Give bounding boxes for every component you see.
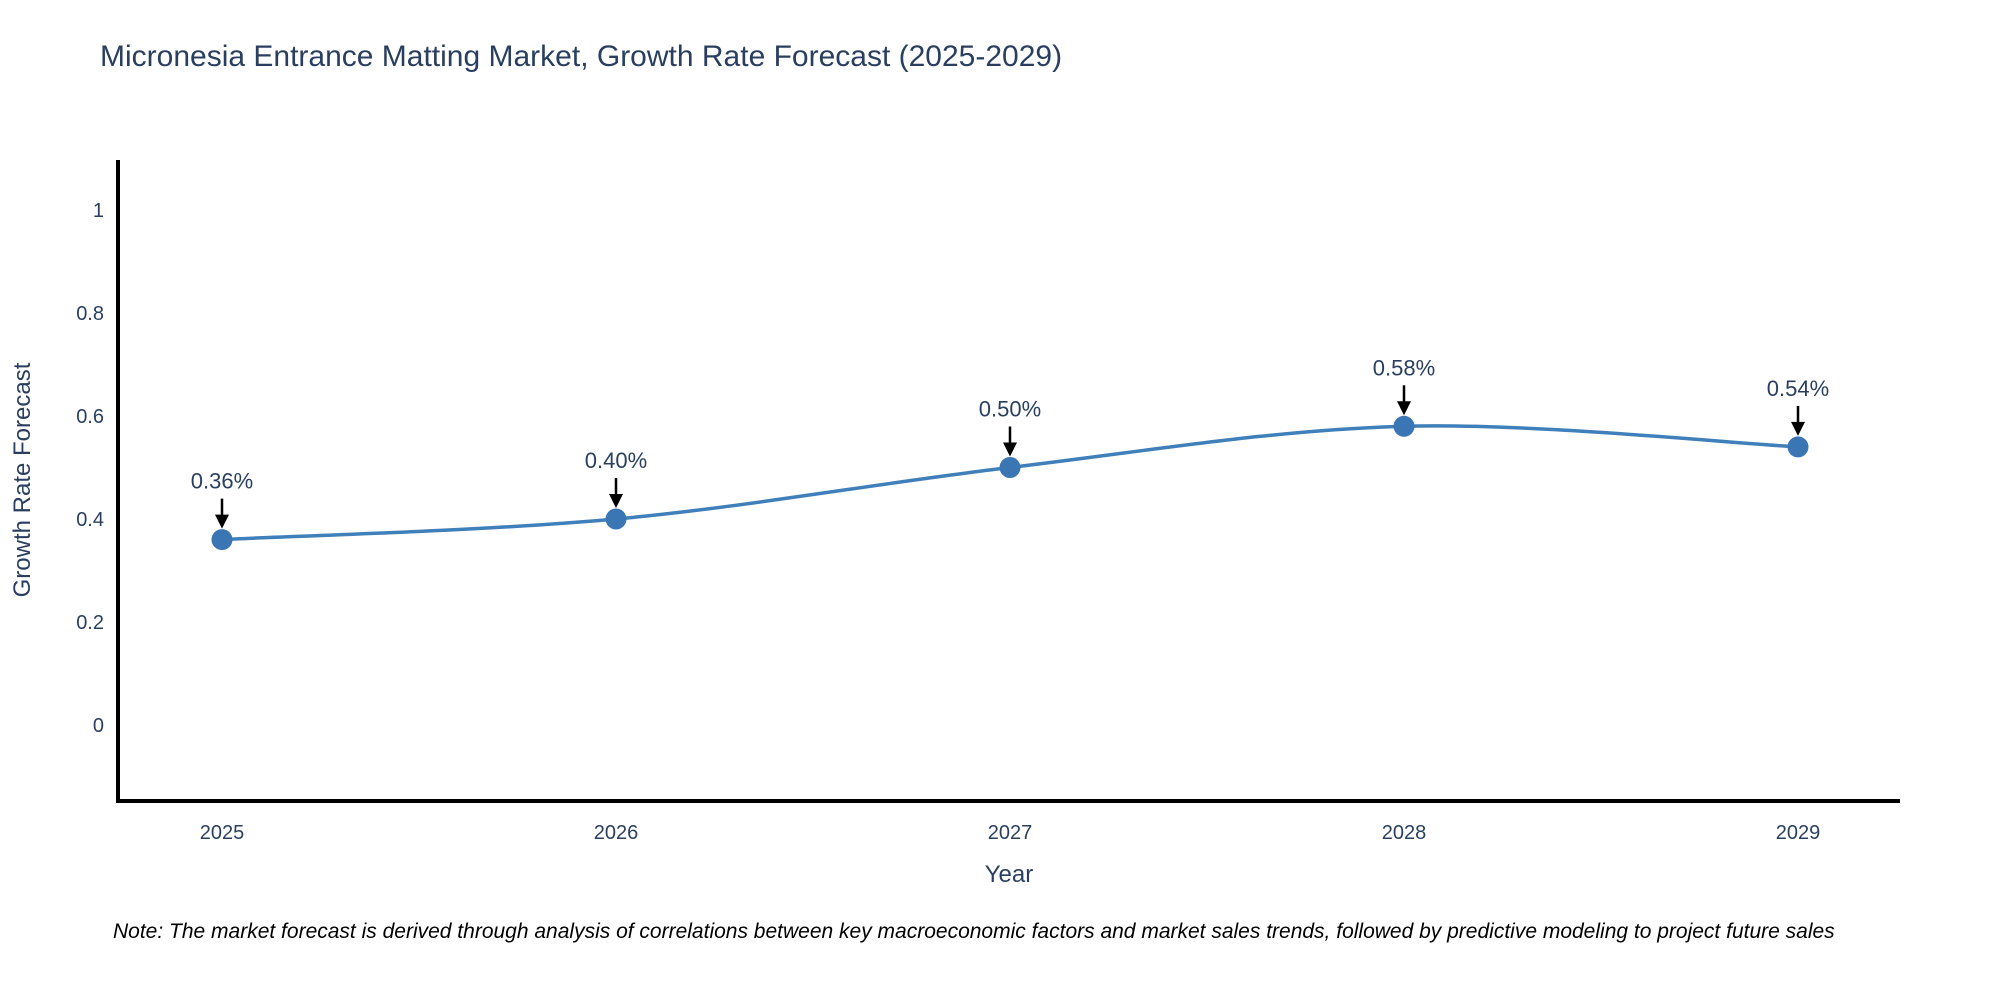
x-axis-title: Year (985, 861, 1034, 888)
data-point-annotation: 0.54% (1767, 376, 1829, 436)
data-point-annotation: 0.58% (1373, 355, 1435, 416)
y-tick-label: 0.2 (76, 612, 104, 634)
data-point-marker (1393, 415, 1415, 437)
annotation-arrowhead-icon (215, 514, 229, 529)
annotation-arrowhead-icon (1003, 442, 1017, 457)
y-tick-label: 0.8 (76, 303, 104, 325)
data-point-marker (999, 457, 1021, 478)
data-point-label: 0.54% (1767, 376, 1829, 401)
y-tick-label: 0 (93, 715, 104, 737)
y-tick-labels: 1 0.8 0.6 0.4 0.2 0 (76, 200, 104, 737)
data-point-label: 0.40% (585, 448, 647, 473)
data-point-annotations: 0.36% 0.40% 0.50% 0.58% 0.54% (191, 355, 1829, 529)
data-point-marker (211, 529, 233, 551)
x-tick-label: 2027 (988, 822, 1033, 844)
y-tick-label: 0.4 (76, 509, 104, 531)
chart-title: Micronesia Entrance Matting Market, Grow… (100, 40, 1062, 73)
y-tick-label: 0.6 (76, 406, 104, 428)
y-tick-label: 1 (93, 200, 104, 222)
data-point-label: 0.36% (191, 469, 253, 494)
x-tick-label: 2028 (1382, 822, 1427, 844)
annotation-arrowhead-icon (1791, 421, 1805, 436)
data-point-label: 0.50% (979, 397, 1041, 422)
annotation-arrowhead-icon (1397, 401, 1411, 416)
data-point-annotation: 0.50% (979, 397, 1041, 457)
x-tick-labels: 2025 2026 2027 2028 2029 (200, 822, 1821, 844)
data-point-markers (211, 415, 1809, 551)
x-tick-label: 2029 (1776, 822, 1821, 844)
y-axis-title: Growth Rate Forecast (9, 362, 36, 597)
data-point-marker (1787, 436, 1809, 458)
data-point-annotation: 0.40% (585, 448, 647, 508)
annotation-arrowhead-icon (609, 494, 623, 508)
x-tick-label: 2025 (200, 822, 245, 844)
data-point-annotation: 0.36% (191, 469, 253, 529)
x-tick-label: 2026 (594, 822, 639, 844)
footnote: Note: The market forecast is derived thr… (113, 920, 1835, 943)
data-point-label: 0.58% (1373, 355, 1435, 380)
data-point-marker (605, 508, 627, 530)
